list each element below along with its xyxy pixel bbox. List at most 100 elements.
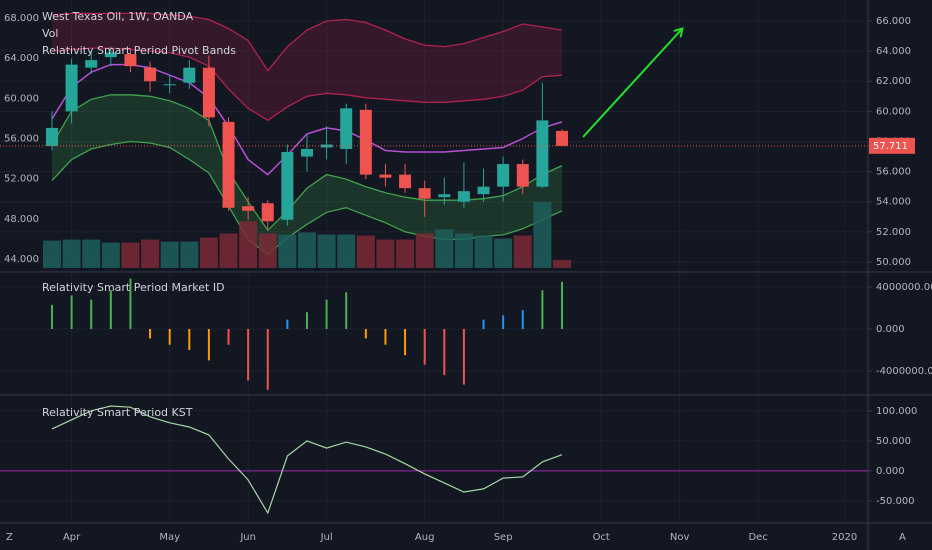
histogram-bar xyxy=(168,328,171,345)
volume-bar xyxy=(297,232,316,268)
y-tick-label: 56.000 xyxy=(876,167,911,178)
volume-bar xyxy=(141,239,160,268)
volume-bar xyxy=(552,259,571,268)
histogram-bar xyxy=(70,295,73,329)
histogram-bar xyxy=(345,292,348,329)
volume-bar xyxy=(42,240,61,268)
candle-body xyxy=(418,188,431,199)
midline xyxy=(51,63,563,176)
histogram-bar xyxy=(227,328,230,345)
volume-bar xyxy=(219,233,238,268)
candle-body xyxy=(124,54,137,67)
candle-body xyxy=(144,67,157,82)
volume-bar xyxy=(435,229,454,268)
y-tick-label: -4000000.000 xyxy=(876,366,932,377)
histogram-bar xyxy=(384,328,387,345)
kst-title: Relativity Smart Period KST xyxy=(42,406,193,419)
volume-bar xyxy=(62,239,81,268)
volume-bar xyxy=(494,238,513,268)
y-tick-label: 64.000 xyxy=(876,46,911,57)
y-tick-label: 50.000 xyxy=(876,436,911,447)
candle-body xyxy=(183,67,196,83)
candle-body xyxy=(438,194,451,198)
y2-tick-label: 64.000 xyxy=(4,53,39,64)
band-upper xyxy=(51,12,563,72)
histogram-bar xyxy=(502,315,505,329)
candle-body xyxy=(163,84,176,86)
candle-body xyxy=(300,149,313,157)
volume-bar xyxy=(160,241,179,268)
y-tick-label: 0.000 xyxy=(876,324,905,335)
candle-body xyxy=(379,174,392,178)
candle-body xyxy=(222,121,235,208)
toolbar-button[interactable]: A xyxy=(899,532,906,543)
toolbar-button[interactable]: Z xyxy=(6,532,13,543)
histogram-bar xyxy=(521,310,524,329)
volume-bar xyxy=(337,234,356,268)
candle-body xyxy=(340,108,353,150)
y2-tick-label: 52.000 xyxy=(4,174,39,185)
histogram-bar xyxy=(541,290,544,329)
y2-tick-label: 48.000 xyxy=(4,214,39,225)
trend-arrow xyxy=(582,30,681,138)
histogram-bar xyxy=(109,290,112,329)
y2-tick-label: 44.000 xyxy=(4,254,39,265)
histogram-bar xyxy=(50,304,53,329)
band-upper xyxy=(51,94,563,232)
histogram-bar xyxy=(207,328,210,361)
histogram-bar xyxy=(560,281,563,329)
candle-body xyxy=(536,120,549,187)
volume-bar xyxy=(101,242,120,268)
bands-title: Relativity Smart Period Pivot Bands xyxy=(42,44,236,57)
volume-bar xyxy=(376,239,395,268)
histogram-bar xyxy=(266,328,269,390)
band-fill xyxy=(52,13,562,121)
y-tick-label: 4000000.000 xyxy=(876,282,932,293)
x-tick-label: May xyxy=(159,532,180,543)
histogram-bar xyxy=(129,278,132,329)
x-tick-label: Sep xyxy=(494,532,513,543)
x-tick-label: Aug xyxy=(415,532,435,543)
candle-body xyxy=(104,52,117,58)
candle-body xyxy=(497,164,510,187)
histogram-bar xyxy=(364,328,367,339)
candle-body xyxy=(281,152,294,220)
histogram-bar xyxy=(305,312,308,329)
y-tick-label: 0.000 xyxy=(876,466,905,477)
x-tick-label: Jun xyxy=(239,532,256,543)
y2-tick-label: 60.000 xyxy=(4,93,39,104)
volume-bar xyxy=(258,233,277,268)
histogram-bar xyxy=(188,328,191,350)
y-tick-label: 54.000 xyxy=(876,197,911,208)
volume-bar xyxy=(415,233,434,268)
histogram-bar xyxy=(423,328,426,365)
x-tick-label: Apr xyxy=(63,532,81,543)
histogram-bar xyxy=(462,328,465,385)
candle-body xyxy=(65,64,78,112)
plot-layer xyxy=(0,0,872,522)
volume-bar xyxy=(533,202,552,268)
band-lower xyxy=(51,47,563,122)
y2-tick-label: 56.000 xyxy=(4,133,39,144)
y2-tick-label: 68.000 xyxy=(4,13,39,24)
y-tick-label: 66.000 xyxy=(876,16,911,27)
volume-title: Vol xyxy=(42,27,58,40)
y-tick-label: 60.000 xyxy=(876,106,911,117)
candle-body xyxy=(85,60,98,68)
y-tick-label: 50.000 xyxy=(876,257,911,268)
volume-bar xyxy=(474,235,493,268)
last-price-label: 57.711 xyxy=(873,141,908,152)
kst-line xyxy=(51,405,563,515)
x-tick-label: Oct xyxy=(593,532,610,543)
x-tick-label: Nov xyxy=(670,532,690,543)
histogram-bar xyxy=(482,319,485,329)
candle-body xyxy=(516,164,529,187)
candle-body xyxy=(45,127,58,146)
volume-bar xyxy=(180,241,199,268)
candle-body xyxy=(555,130,568,146)
candle-body xyxy=(320,144,333,148)
histogram-bar xyxy=(90,299,93,329)
band-fill xyxy=(52,94,562,255)
